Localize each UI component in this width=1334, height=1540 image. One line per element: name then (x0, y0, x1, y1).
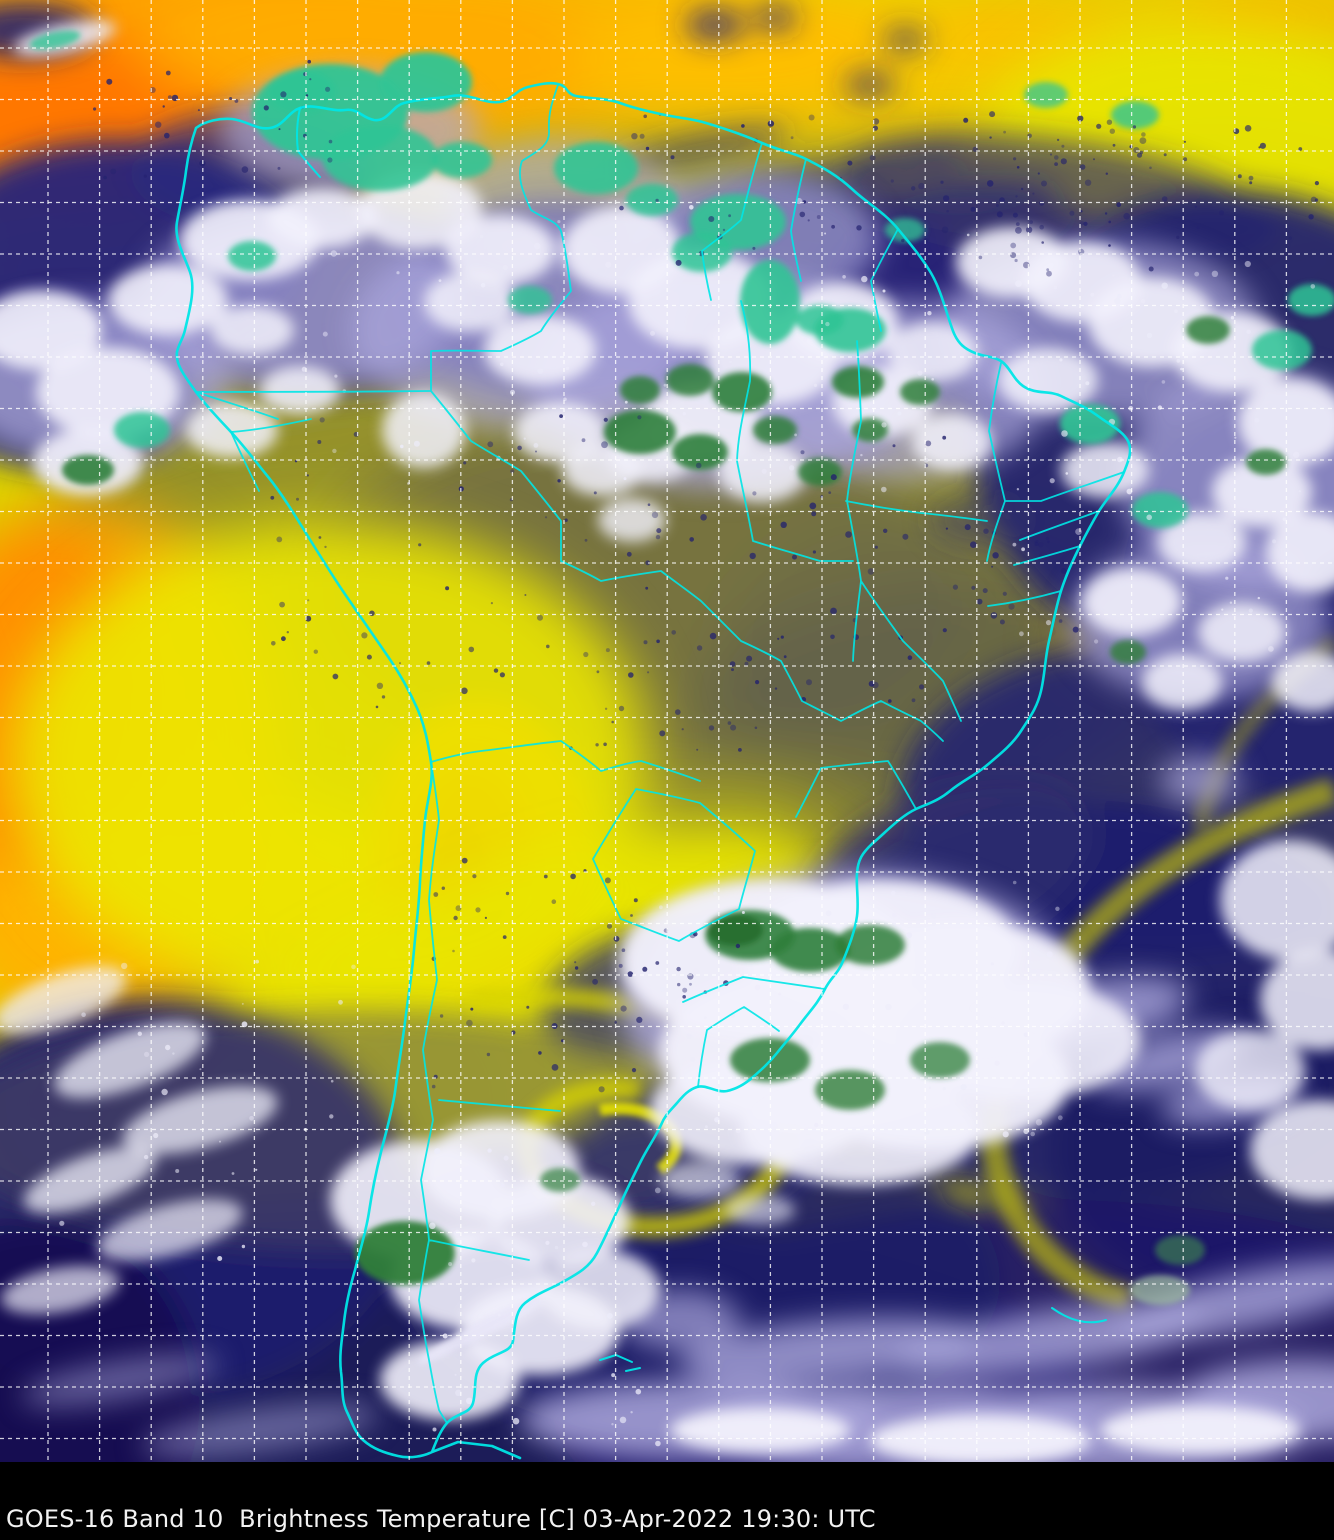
internal-borders-path (195, 84, 1125, 1424)
cloud-speckle-texture (59, 59, 1319, 1447)
thin-cloud-streak (418, 1296, 542, 1364)
convective-cloud-cores (29, 30, 1334, 1305)
satellite-map-canvas (0, 0, 1334, 1462)
satellite-map (0, 0, 1334, 1462)
caption-bar: GOES-16 Band 10 Brightness Temperature [… (0, 1462, 1334, 1540)
caption-text: GOES-16 Band 10 Brightness Temperature [… (6, 1505, 876, 1533)
lat-lon-graticule (0, 0, 1334, 1462)
